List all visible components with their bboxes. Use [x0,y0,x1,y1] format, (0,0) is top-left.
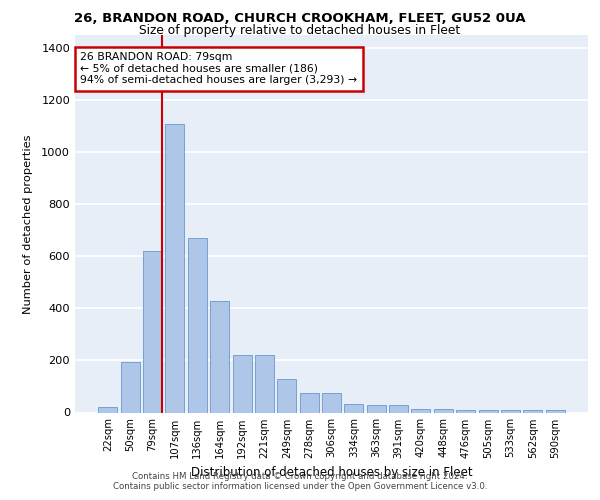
Bar [545,410,565,412]
Bar [456,410,475,412]
Bar [523,410,542,412]
Bar [434,408,453,412]
Bar [188,238,207,412]
Bar [143,251,162,412]
Bar [277,378,296,412]
Text: Contains public sector information licensed under the Open Government Licence v3: Contains public sector information licen… [113,482,487,491]
Bar [98,408,118,412]
Bar [479,410,497,412]
Bar [367,404,386,412]
Bar [322,393,341,412]
Bar [210,300,229,412]
Bar [412,408,430,412]
Bar [166,124,184,412]
Bar [255,355,274,412]
Bar [344,404,364,412]
Text: Size of property relative to detached houses in Fleet: Size of property relative to detached ho… [139,24,461,37]
Text: 26 BRANDON ROAD: 79sqm
← 5% of detached houses are smaller (186)
94% of semi-det: 26 BRANDON ROAD: 79sqm ← 5% of detached … [80,52,357,85]
Bar [299,393,319,412]
X-axis label: Distribution of detached houses by size in Fleet: Distribution of detached houses by size … [191,466,472,479]
Bar [121,362,140,412]
Text: Contains HM Land Registry data © Crown copyright and database right 2024.: Contains HM Land Registry data © Crown c… [132,472,468,481]
Bar [233,355,251,412]
Bar [501,410,520,412]
Y-axis label: Number of detached properties: Number of detached properties [23,134,33,314]
Text: 26, BRANDON ROAD, CHURCH CROOKHAM, FLEET, GU52 0UA: 26, BRANDON ROAD, CHURCH CROOKHAM, FLEET… [74,12,526,26]
Bar [389,405,408,412]
